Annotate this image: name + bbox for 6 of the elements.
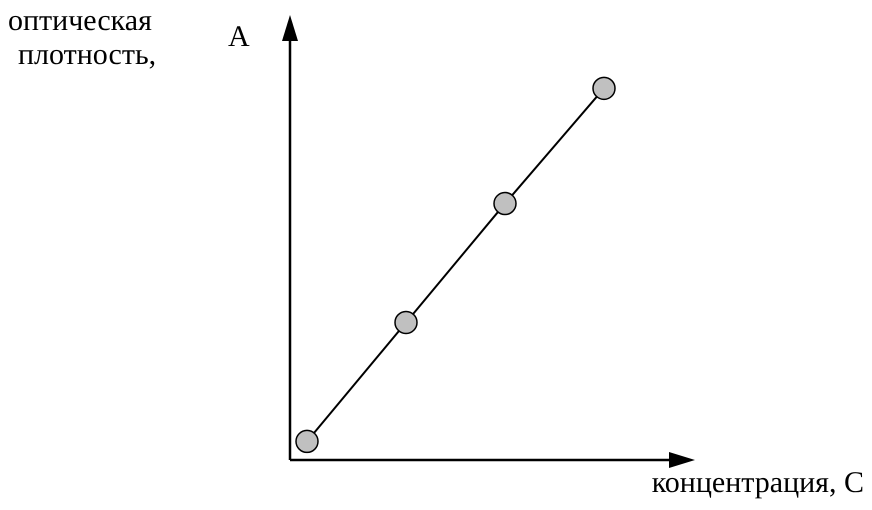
text: оптическая плотность, A	[8, 4, 250, 71]
point	[493, 192, 517, 216]
x-axis-title: концентрация, C	[652, 466, 864, 500]
point	[592, 76, 616, 100]
point	[295, 430, 319, 454]
point	[394, 310, 418, 334]
